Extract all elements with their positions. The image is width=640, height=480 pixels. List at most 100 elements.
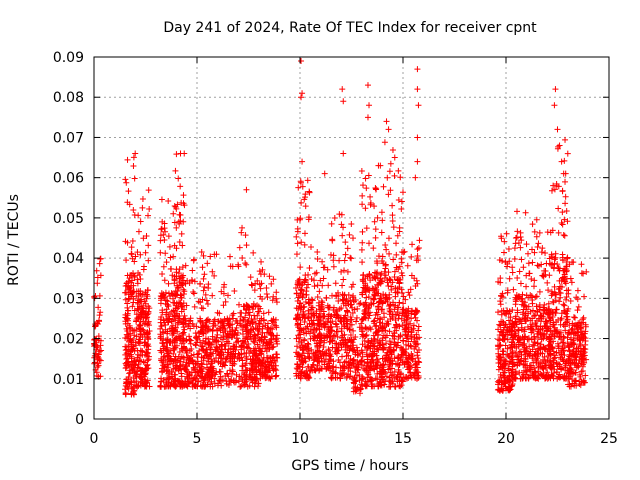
data-point <box>165 319 172 326</box>
data-point <box>560 348 567 355</box>
data-point <box>157 325 164 332</box>
data-point <box>361 381 368 388</box>
data-point <box>373 358 380 365</box>
data-point <box>128 363 135 370</box>
data-point <box>567 297 574 304</box>
data-point <box>192 342 199 349</box>
data-point <box>97 309 104 316</box>
data-point <box>348 255 355 262</box>
data-point <box>567 275 574 282</box>
data-point <box>311 270 318 277</box>
data-point <box>250 326 257 333</box>
data-point <box>389 212 396 219</box>
data-point <box>165 280 172 287</box>
data-point <box>175 366 182 373</box>
data-point <box>273 299 280 306</box>
data-point <box>409 356 416 363</box>
data-point <box>382 262 389 269</box>
data-point <box>176 266 183 273</box>
data-point <box>230 315 237 322</box>
data-point <box>198 324 205 331</box>
data-point <box>546 334 553 341</box>
data-point <box>183 366 190 373</box>
data-point <box>414 317 421 324</box>
data-point <box>204 260 211 267</box>
data-point <box>352 364 359 371</box>
data-point <box>553 181 560 188</box>
data-point <box>542 250 549 257</box>
data-point <box>340 98 347 105</box>
data-point <box>390 347 397 354</box>
data-point <box>204 355 211 362</box>
data-point <box>556 289 563 296</box>
data-point <box>520 361 527 368</box>
data-point <box>386 328 393 335</box>
data-point <box>393 264 400 271</box>
data-point <box>415 327 422 334</box>
data-point <box>549 309 556 316</box>
data-point <box>201 271 208 278</box>
data-point <box>311 283 318 290</box>
data-point <box>200 275 207 282</box>
data-point <box>401 326 408 333</box>
data-point <box>128 353 135 360</box>
data-point <box>557 355 564 362</box>
data-point <box>545 300 552 307</box>
data-point <box>207 345 214 352</box>
data-point <box>134 249 141 256</box>
data-point <box>239 224 246 231</box>
data-point <box>407 333 414 340</box>
data-point <box>362 299 369 306</box>
data-point <box>163 311 170 318</box>
data-point <box>137 331 144 338</box>
data-point <box>411 275 418 282</box>
data-point <box>257 293 264 300</box>
data-point <box>132 253 139 260</box>
data-point <box>405 338 412 345</box>
data-point <box>553 291 560 298</box>
data-point <box>555 229 562 236</box>
data-point <box>396 224 403 231</box>
data-point <box>567 370 574 377</box>
data-point <box>497 301 504 308</box>
data-point <box>532 294 539 301</box>
data-point <box>128 244 135 251</box>
data-point <box>125 307 132 314</box>
data-point <box>578 378 585 385</box>
data-point <box>546 314 553 321</box>
data-point <box>360 278 367 285</box>
data-point <box>184 277 191 284</box>
data-point <box>332 340 339 347</box>
y-tick-label: 0.05 <box>53 211 84 227</box>
data-point <box>414 352 421 359</box>
data-point <box>97 272 104 279</box>
data-point <box>248 360 255 367</box>
data-point <box>552 86 559 93</box>
data-point <box>391 383 398 390</box>
data-point <box>578 368 585 375</box>
data-point <box>200 379 207 386</box>
data-point <box>340 276 347 283</box>
data-point <box>311 326 318 333</box>
data-point <box>558 158 565 165</box>
data-point <box>410 322 417 329</box>
data-point <box>135 212 142 219</box>
data-point <box>94 280 101 287</box>
data-point <box>522 371 529 378</box>
data-point <box>223 355 230 362</box>
data-point <box>338 341 345 348</box>
data-point <box>327 251 334 258</box>
data-point <box>362 378 369 385</box>
data-point <box>271 357 278 364</box>
data-point <box>391 306 398 313</box>
data-point <box>223 338 230 345</box>
data-point <box>215 318 222 325</box>
data-point <box>383 340 390 347</box>
data-point <box>558 315 565 322</box>
data-point <box>293 290 300 297</box>
data-point <box>540 366 547 373</box>
data-point <box>323 366 330 373</box>
data-point <box>375 381 382 388</box>
data-point <box>136 271 143 278</box>
data-point <box>576 341 583 348</box>
